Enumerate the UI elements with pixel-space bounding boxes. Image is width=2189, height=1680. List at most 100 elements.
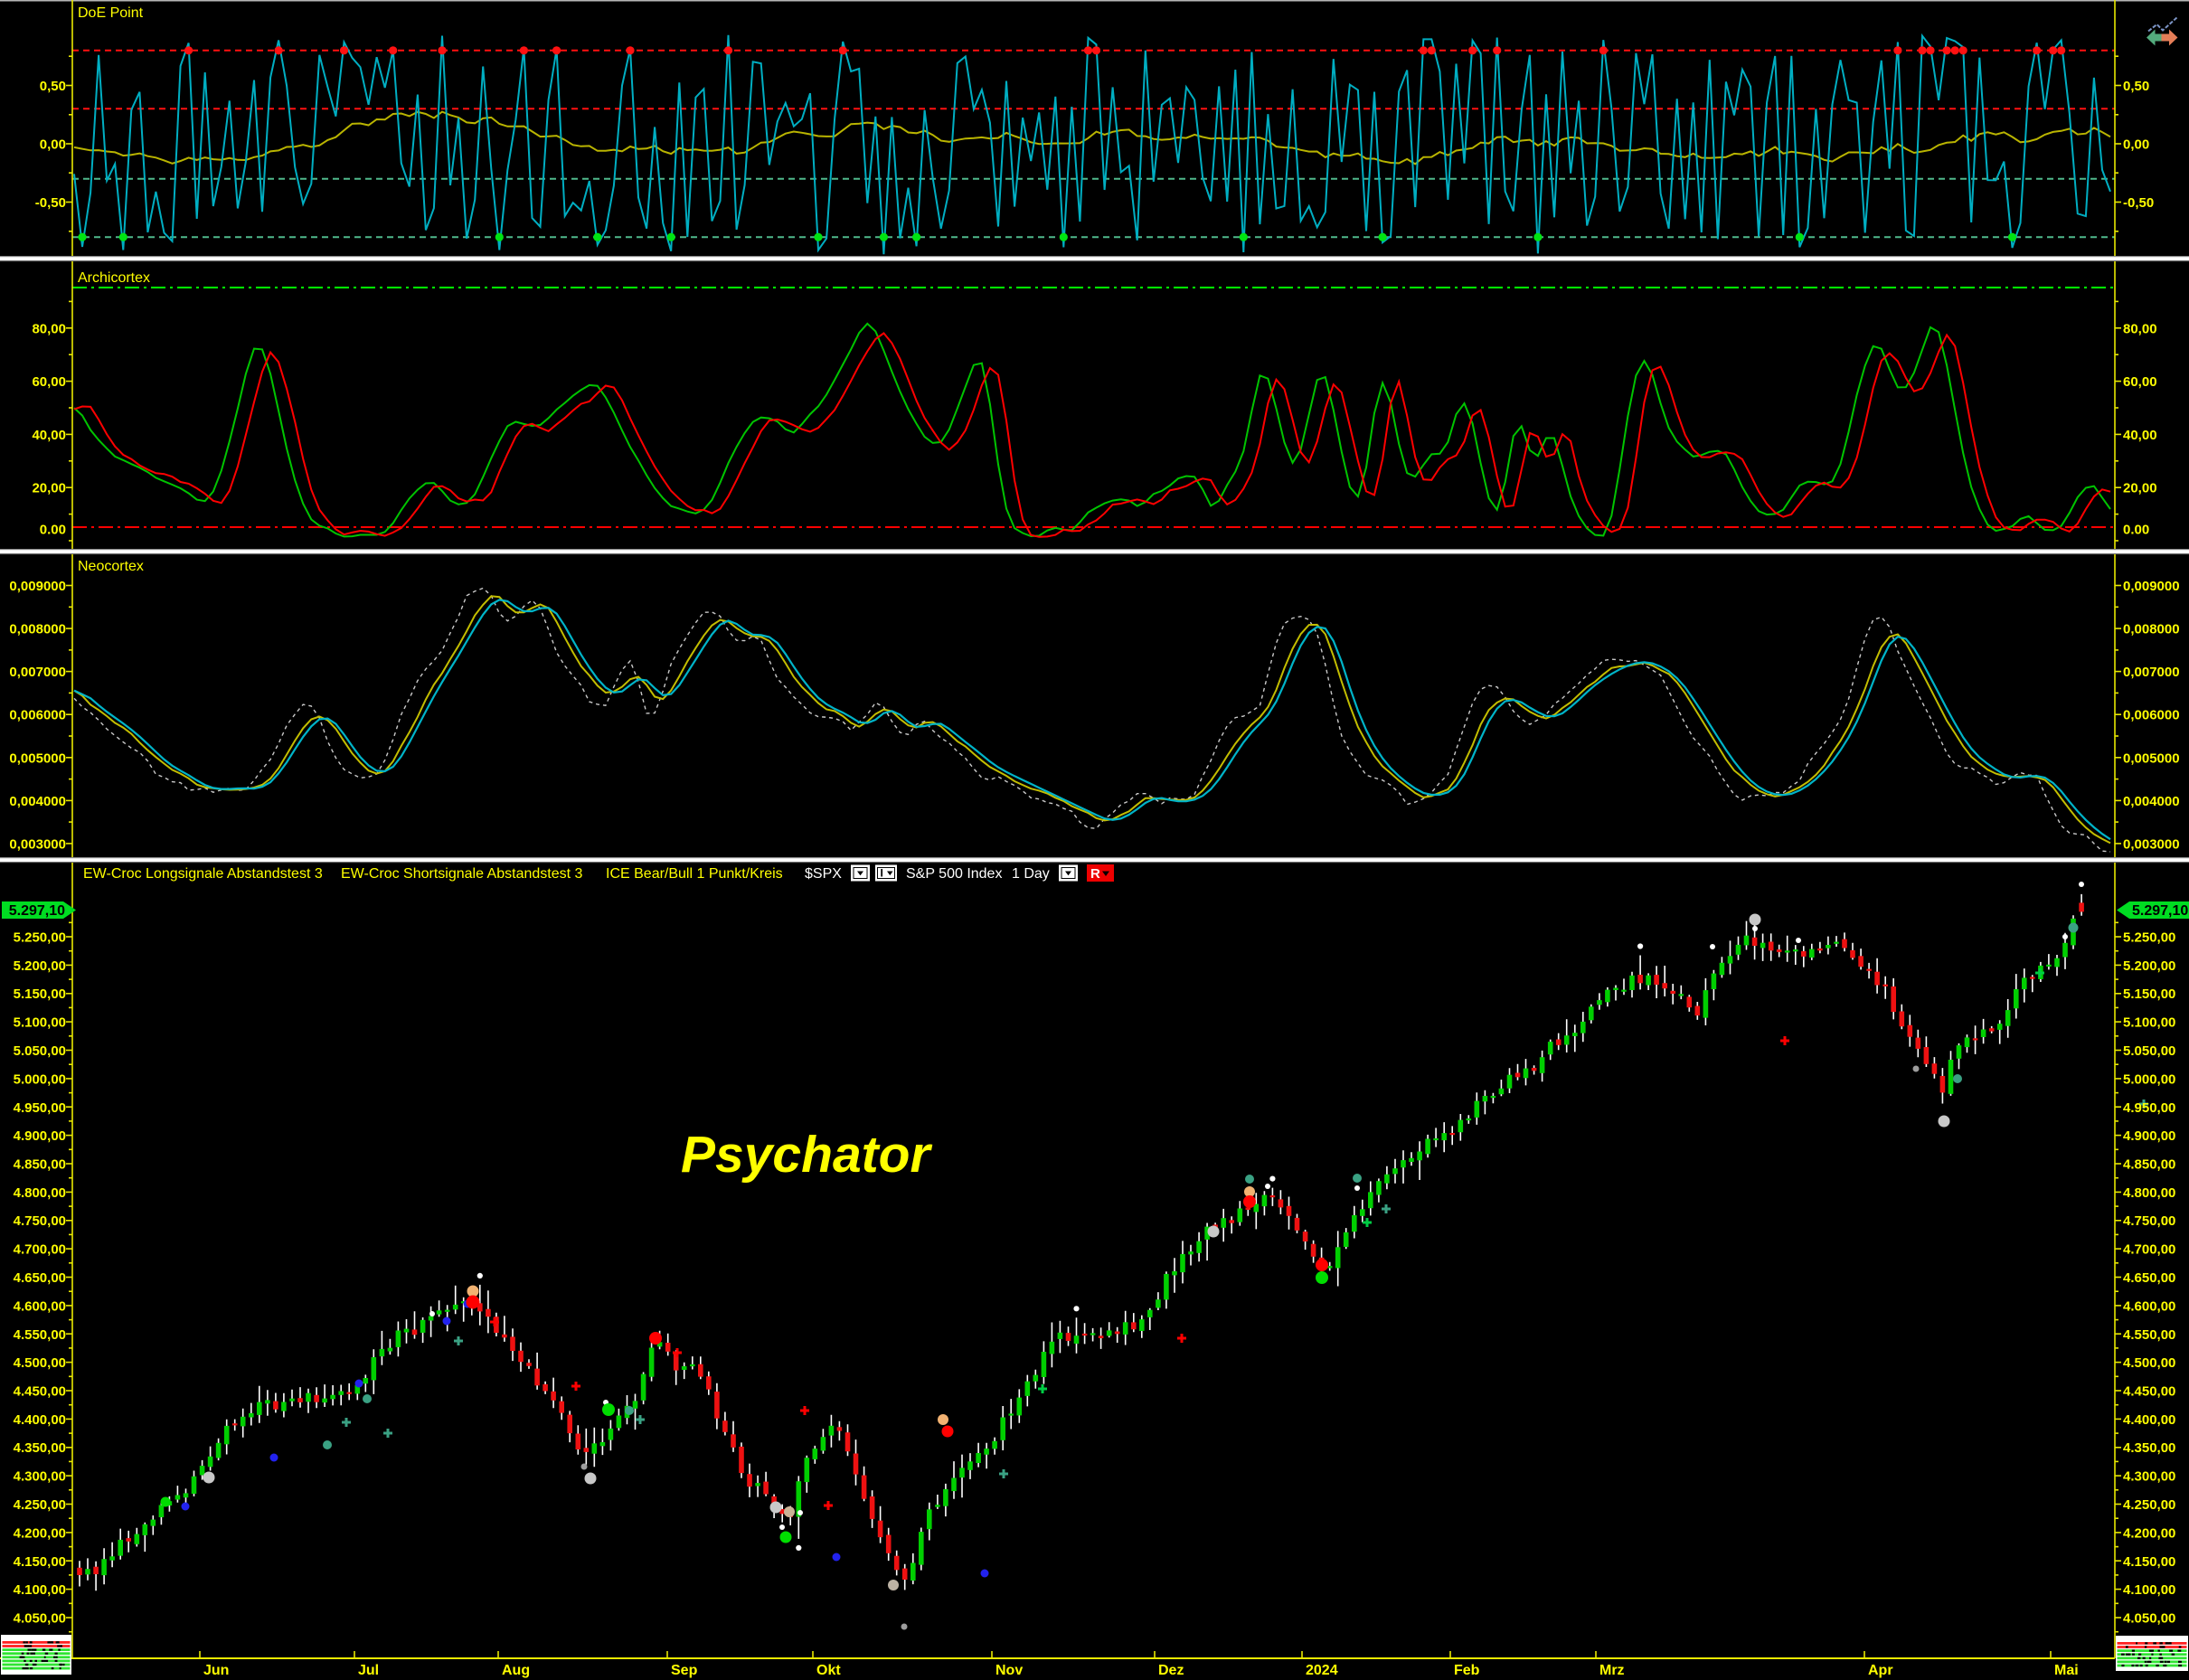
svg-text:4.600,00: 4.600,00	[2123, 1298, 2175, 1314]
svg-text:4.150,00: 4.150,00	[14, 1554, 66, 1570]
svg-text:0,007000: 0,007000	[2123, 665, 2180, 680]
svg-text:0,00: 0,00	[2123, 137, 2149, 153]
svg-text:4.300,00: 4.300,00	[14, 1469, 66, 1485]
svg-text:4.500,00: 4.500,00	[14, 1355, 66, 1371]
svg-text:40,00: 40,00	[32, 428, 66, 443]
svg-text:-0,50: -0,50	[35, 195, 66, 211]
svg-text:0,006000: 0,006000	[9, 708, 66, 723]
svg-text:4.850,00: 4.850,00	[2123, 1157, 2175, 1173]
svg-text:R: R	[1090, 866, 1100, 882]
svg-text:4.400,00: 4.400,00	[14, 1412, 66, 1428]
svg-text:0,004000: 0,004000	[9, 794, 66, 809]
svg-text:I: I	[881, 867, 883, 880]
svg-text:4.700,00: 4.700,00	[14, 1242, 66, 1258]
svg-text:Mrz: Mrz	[1599, 1663, 1625, 1678]
svg-text:5.250,00: 5.250,00	[2123, 930, 2175, 946]
svg-text:0,50: 0,50	[40, 79, 66, 94]
svg-text:4.600,00: 4.600,00	[14, 1298, 66, 1314]
svg-text:20,00: 20,00	[2123, 481, 2157, 496]
svg-text:Mai: Mai	[2054, 1663, 2079, 1678]
svg-text:0.00: 0.00	[2123, 523, 2149, 538]
svg-text:5.150,00: 5.150,00	[14, 986, 66, 1002]
svg-text:5.200,00: 5.200,00	[14, 958, 66, 974]
svg-text:4.800,00: 4.800,00	[2123, 1185, 2175, 1201]
svg-text:0,006000: 0,006000	[2123, 708, 2180, 723]
svg-text:Dez: Dez	[1158, 1663, 1184, 1678]
svg-text:4.550,00: 4.550,00	[2123, 1327, 2175, 1343]
svg-text:5.150,00: 5.150,00	[2123, 986, 2175, 1002]
svg-text:0,005000: 0,005000	[9, 750, 66, 766]
svg-text:Nov: Nov	[995, 1663, 1023, 1678]
svg-text:4.750,00: 4.750,00	[14, 1213, 66, 1229]
svg-text:5.100,00: 5.100,00	[2123, 1015, 2175, 1031]
svg-text:Jul: Jul	[358, 1663, 379, 1678]
svg-text:Aug: Aug	[502, 1663, 530, 1678]
svg-text:4.900,00: 4.900,00	[2123, 1128, 2175, 1144]
svg-text:0,009000: 0,009000	[9, 579, 66, 594]
svg-text:40,00: 40,00	[2123, 428, 2157, 443]
svg-text:0,004000: 0,004000	[2123, 794, 2180, 809]
svg-text:EW-Croc Shortsignale Abstandst: EW-Croc Shortsignale Abstandstest 3	[341, 866, 582, 882]
svg-text:60,00: 60,00	[32, 374, 66, 390]
svg-text:5.000,00: 5.000,00	[2123, 1071, 2175, 1087]
svg-text:60,00: 60,00	[2123, 374, 2157, 390]
svg-text:4.500,00: 4.500,00	[2123, 1355, 2175, 1371]
svg-text:Okt: Okt	[816, 1663, 841, 1678]
svg-text:4.100,00: 4.100,00	[2123, 1582, 2175, 1598]
svg-text:4.950,00: 4.950,00	[2123, 1100, 2175, 1116]
svg-text:4.650,00: 4.650,00	[14, 1270, 66, 1286]
svg-text:ICE Bear/Bull 1 Punkt/Kreis: ICE Bear/Bull 1 Punkt/Kreis	[606, 866, 783, 882]
svg-text:4.550,00: 4.550,00	[14, 1327, 66, 1343]
svg-text:80,00: 80,00	[32, 321, 66, 336]
svg-text:0,00: 0,00	[40, 137, 66, 153]
svg-text:4.700,00: 4.700,00	[2123, 1242, 2175, 1258]
svg-text:4.350,00: 4.350,00	[2123, 1440, 2175, 1456]
svg-text:4.950,00: 4.950,00	[14, 1100, 66, 1116]
svg-text:4.450,00: 4.450,00	[2123, 1384, 2175, 1400]
svg-text:4.450,00: 4.450,00	[14, 1384, 66, 1400]
svg-text:4.100,00: 4.100,00	[14, 1582, 66, 1598]
svg-text:80,00: 80,00	[2123, 321, 2157, 336]
svg-text:5.297,10: 5.297,10	[9, 903, 65, 919]
svg-text:5.297,10: 5.297,10	[2132, 903, 2188, 919]
svg-text:0,50: 0,50	[2123, 79, 2149, 94]
svg-text:4.250,00: 4.250,00	[14, 1497, 66, 1513]
svg-text:0.00: 0.00	[40, 523, 66, 538]
svg-text:Sep: Sep	[671, 1663, 698, 1678]
svg-text:S&P 500 Index: S&P 500 Index	[906, 866, 1002, 882]
svg-text:4.400,00: 4.400,00	[2123, 1412, 2175, 1428]
svg-text:0,003000: 0,003000	[9, 836, 66, 852]
svg-text:Neocortex: Neocortex	[78, 559, 144, 574]
svg-text:4.250,00: 4.250,00	[2123, 1497, 2175, 1513]
svg-text:EW-Croc Longsignale Abstandste: EW-Croc Longsignale Abstandstest 3	[83, 866, 323, 882]
svg-text:5.000,00: 5.000,00	[14, 1071, 66, 1087]
svg-text:5.200,00: 5.200,00	[2123, 958, 2175, 974]
svg-text:DoE Point: DoE Point	[78, 5, 144, 21]
svg-text:0,009000: 0,009000	[2123, 579, 2180, 594]
svg-text:$SPX: $SPX	[805, 866, 842, 882]
svg-text:5.050,00: 5.050,00	[2123, 1043, 2175, 1059]
svg-text:4.200,00: 4.200,00	[2123, 1525, 2175, 1541]
svg-text:4.150,00: 4.150,00	[2123, 1554, 2175, 1570]
svg-text:0,008000: 0,008000	[9, 622, 66, 637]
svg-text:0,007000: 0,007000	[9, 665, 66, 680]
svg-text:1 Day: 1 Day	[1012, 866, 1050, 882]
svg-text:4.300,00: 4.300,00	[2123, 1469, 2175, 1485]
svg-text:20,00: 20,00	[32, 481, 66, 496]
svg-text:-0,50: -0,50	[2123, 195, 2154, 211]
svg-text:5.100,00: 5.100,00	[14, 1015, 66, 1031]
svg-text:0,005000: 0,005000	[2123, 750, 2180, 766]
svg-text:4.850,00: 4.850,00	[14, 1157, 66, 1173]
svg-text:5.050,00: 5.050,00	[14, 1043, 66, 1059]
svg-text:4.750,00: 4.750,00	[2123, 1213, 2175, 1229]
svg-text:2024: 2024	[1306, 1663, 1338, 1678]
svg-text:Feb: Feb	[1454, 1663, 1480, 1678]
svg-text:4.800,00: 4.800,00	[14, 1185, 66, 1201]
svg-text:0,003000: 0,003000	[2123, 836, 2180, 852]
svg-text:4.050,00: 4.050,00	[14, 1611, 66, 1627]
svg-text:4.050,00: 4.050,00	[2123, 1611, 2175, 1627]
svg-text:Archicortex: Archicortex	[78, 270, 150, 286]
svg-text:Apr: Apr	[1868, 1663, 1893, 1678]
svg-text:Jun: Jun	[203, 1663, 229, 1678]
svg-text:4.900,00: 4.900,00	[14, 1128, 66, 1144]
